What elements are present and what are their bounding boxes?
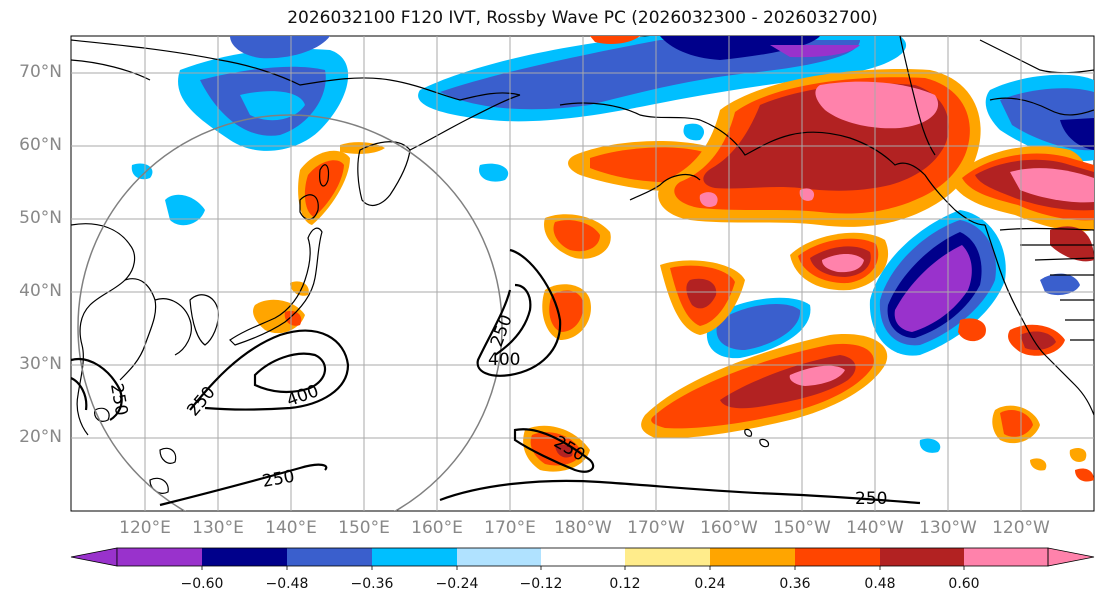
lon-label: 140°W (846, 518, 904, 538)
lon-label: 170°W (627, 518, 685, 538)
japan-coast (229, 227, 323, 346)
rossby-radius-circle (77, 114, 503, 511)
alaska-coast (559, 102, 986, 226)
colorbar-max-arrow (1047, 547, 1095, 567)
contour-label: 250 (855, 489, 887, 509)
lon-label: 150°W (773, 518, 831, 538)
colorbar-segment (795, 548, 880, 566)
lat-label: 40°N (19, 281, 62, 301)
lon-label: 120°W (992, 518, 1050, 538)
colorbar-tick-label: −0.36 (350, 576, 394, 592)
ivt-contour-250-south (513, 428, 595, 473)
colorbar-segment (287, 548, 372, 566)
lon-label: 130°E (192, 518, 244, 538)
ivt-contour-250-bottom (159, 463, 328, 507)
colorbar (70, 547, 1095, 570)
colorbar-tick-label: −0.24 (435, 576, 479, 592)
colorbar-segment (964, 548, 1048, 566)
contour-label: 400 (488, 350, 520, 370)
colorbar-tick-label: −0.12 (519, 576, 563, 592)
rossby-wave-shading (131, 36, 1094, 482)
colorbar-segment (710, 548, 795, 566)
colorbar-segment (202, 548, 287, 566)
map-title: 2026032100 F120 IVT, Rossby Wave PC (202… (287, 8, 878, 28)
lat-label: 20°N (19, 427, 62, 447)
colorbar-min-arrow (70, 547, 118, 567)
lon-label: 170°E (484, 518, 536, 538)
colorbar-segment (880, 548, 964, 566)
lon-label: 150°E (338, 518, 390, 538)
lat-label: 60°N (19, 135, 62, 155)
lat-label: 30°N (19, 354, 62, 374)
lat-label: 70°N (19, 62, 62, 82)
lon-label: 160°W (700, 518, 758, 538)
ivt-contour-400-midpacific (494, 283, 532, 356)
ivt-contour-250-japan (189, 329, 350, 411)
colorbar-segment (117, 548, 202, 566)
colorbar-segment (625, 548, 710, 566)
colorbar-tick-label: 0.24 (694, 576, 726, 592)
ivt-contour-400-japan (253, 352, 326, 394)
colorbar-tick-label: −0.48 (265, 576, 309, 592)
colorbar-segment (457, 548, 541, 566)
lon-label: 130°W (919, 518, 977, 538)
colorbar-tick-label: 0.12 (609, 576, 641, 592)
lon-label: 160°E (411, 518, 463, 538)
colorbar-tick-label: −0.60 (180, 576, 224, 592)
ivt-contours (71, 248, 921, 507)
contour-labels: 250 250 400 250 400 250 250 250 (106, 312, 887, 509)
lon-label: 140°E (265, 518, 317, 538)
colorbar-segment (541, 548, 625, 566)
lon-label: 180°W (554, 518, 612, 538)
colorbar-segment (372, 548, 457, 566)
graticule (71, 36, 1094, 511)
ivt-contour-250-west (71, 357, 123, 421)
lon-label: 120°E (119, 518, 171, 538)
colorbar-tick-label: 0.60 (948, 576, 980, 592)
ivt-contour-250-southeast (439, 479, 921, 505)
lat-label: 50°N (19, 208, 62, 228)
coastlines (71, 36, 1094, 494)
ivt-contour-250-midpacific (476, 248, 562, 377)
colorbar-tick-label: 0.36 (779, 576, 811, 592)
north-america-coast (984, 224, 1094, 416)
colorbar-tick-label: 0.48 (864, 576, 896, 592)
